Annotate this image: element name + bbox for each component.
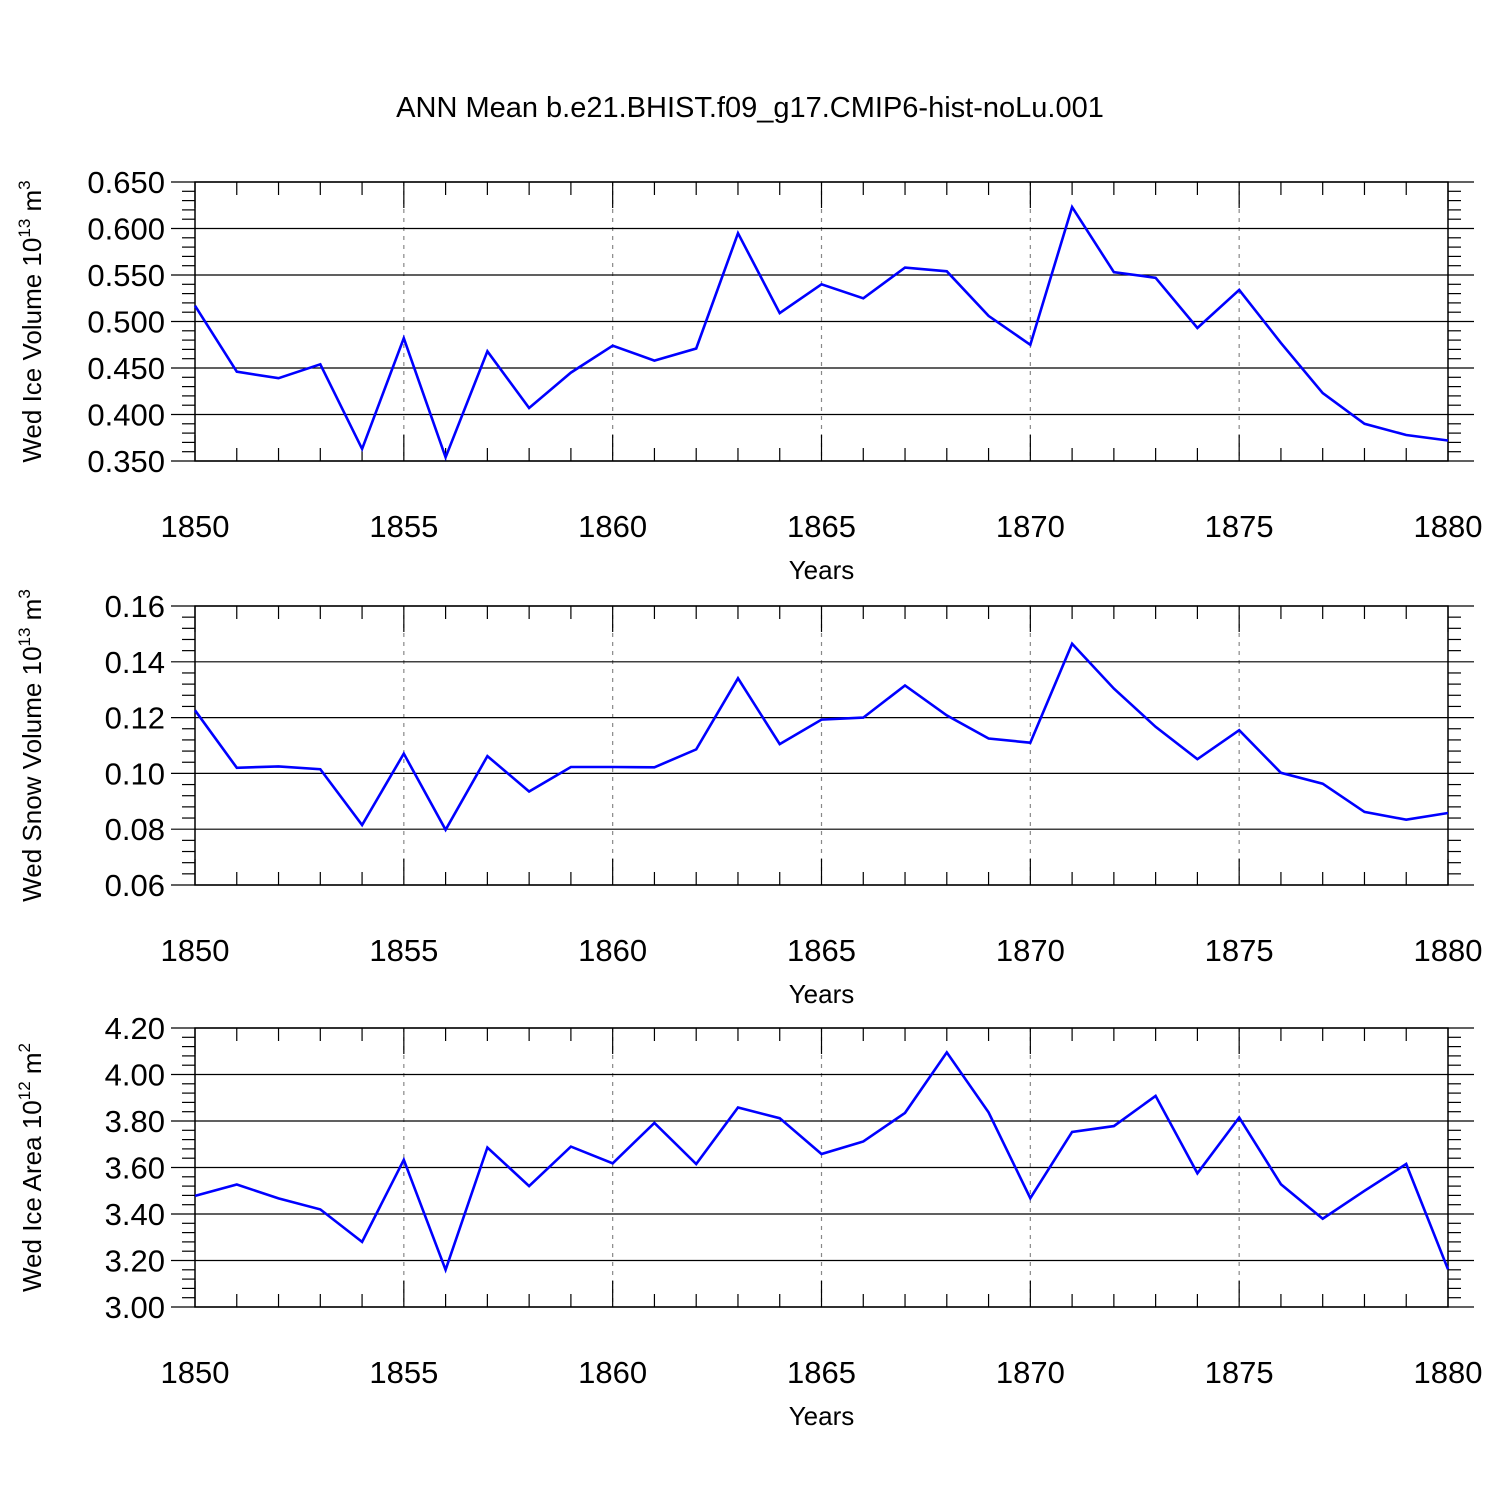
- panel3-y-axis-label: Wed Ice Area 1012 m2: [15, 1043, 47, 1292]
- panel3-y-tick-label: 3.60: [105, 1151, 165, 1186]
- panel1-y-tick-label: 0.550: [87, 258, 165, 293]
- panel1-y-tick-label: 0.650: [87, 165, 165, 200]
- panel2-x-tick-label: 1850: [161, 933, 230, 968]
- panel3-y-tick-label: 4.00: [105, 1058, 165, 1093]
- panel3-x-tick-label: 1865: [787, 1355, 856, 1390]
- panel2-x-tick-label: 1880: [1414, 933, 1483, 968]
- panel1-x-tick-label: 1875: [1205, 509, 1274, 544]
- panel2-y-tick-label: 0.10: [105, 756, 165, 791]
- panel3-y-tick-label: 3.40: [105, 1197, 165, 1232]
- panel1-x-tick-label: 1880: [1414, 509, 1483, 544]
- panel2-y-tick-label: 0.16: [105, 589, 165, 624]
- panel1-y-tick-label: 0.500: [87, 305, 165, 340]
- panel3-x-tick-label: 1860: [578, 1355, 647, 1390]
- panel2-y-axis-label: Wed Snow Volume 1013 m3: [15, 589, 47, 902]
- panel3-x-tick-label: 1875: [1205, 1355, 1274, 1390]
- panel2-y-tick-label: 0.06: [105, 868, 165, 903]
- panel1-series-line: [193, 204, 1449, 462]
- panel2-y-tick-label: 0.08: [105, 812, 165, 847]
- panel3-y-tick-label: 3.00: [105, 1290, 165, 1325]
- panel3-x-axis-label: Years: [789, 1401, 855, 1431]
- panel3-y-tick-label: 3.80: [105, 1104, 165, 1139]
- panel1-x-tick-label: 1870: [996, 509, 1065, 544]
- panel2-x-tick-label: 1855: [369, 933, 438, 968]
- panel1-x-tick-label: 1855: [369, 509, 438, 544]
- panel3-x-tick-label: 1880: [1414, 1355, 1483, 1390]
- panel2-x-axis-label: Years: [789, 979, 855, 1009]
- panel3-series-line: [194, 1050, 1450, 1274]
- panel3-x-tick-label: 1855: [369, 1355, 438, 1390]
- figure-title: ANN Mean b.e21.BHIST.f09_g17.CMIP6-hist-…: [396, 92, 1104, 124]
- panel1-y-tick-label: 0.350: [87, 444, 165, 479]
- panel2-y-tick-label: 0.12: [105, 701, 165, 736]
- panel2-x-tick-label: 1875: [1205, 933, 1274, 968]
- panel1-y-tick-label: 0.450: [87, 351, 165, 386]
- panel1-y-tick-label: 0.600: [87, 212, 165, 247]
- panel1-x-axis-label: Years: [789, 555, 855, 585]
- panel2-series-line: [193, 641, 1449, 833]
- panel1-y-tick-label: 0.400: [87, 398, 165, 433]
- panel3-x-tick-label: 1870: [996, 1355, 1065, 1390]
- panel2-x-tick-label: 1870: [996, 933, 1065, 968]
- panel3-y-tick-label: 4.20: [105, 1011, 165, 1046]
- panel1-x-tick-label: 1860: [578, 509, 647, 544]
- panel2-x-tick-label: 1860: [578, 933, 647, 968]
- panel3-x-tick-label: 1850: [161, 1355, 230, 1390]
- panel2-x-tick-label: 1865: [787, 933, 856, 968]
- panel2-y-tick-label: 0.14: [105, 645, 165, 680]
- panel1-x-tick-label: 1850: [161, 509, 230, 544]
- panel3-y-tick-label: 3.20: [105, 1244, 165, 1279]
- panel1-x-tick-label: 1865: [787, 509, 856, 544]
- panel1-y-axis-label: Wed Ice Volume 1013 m3: [15, 180, 47, 462]
